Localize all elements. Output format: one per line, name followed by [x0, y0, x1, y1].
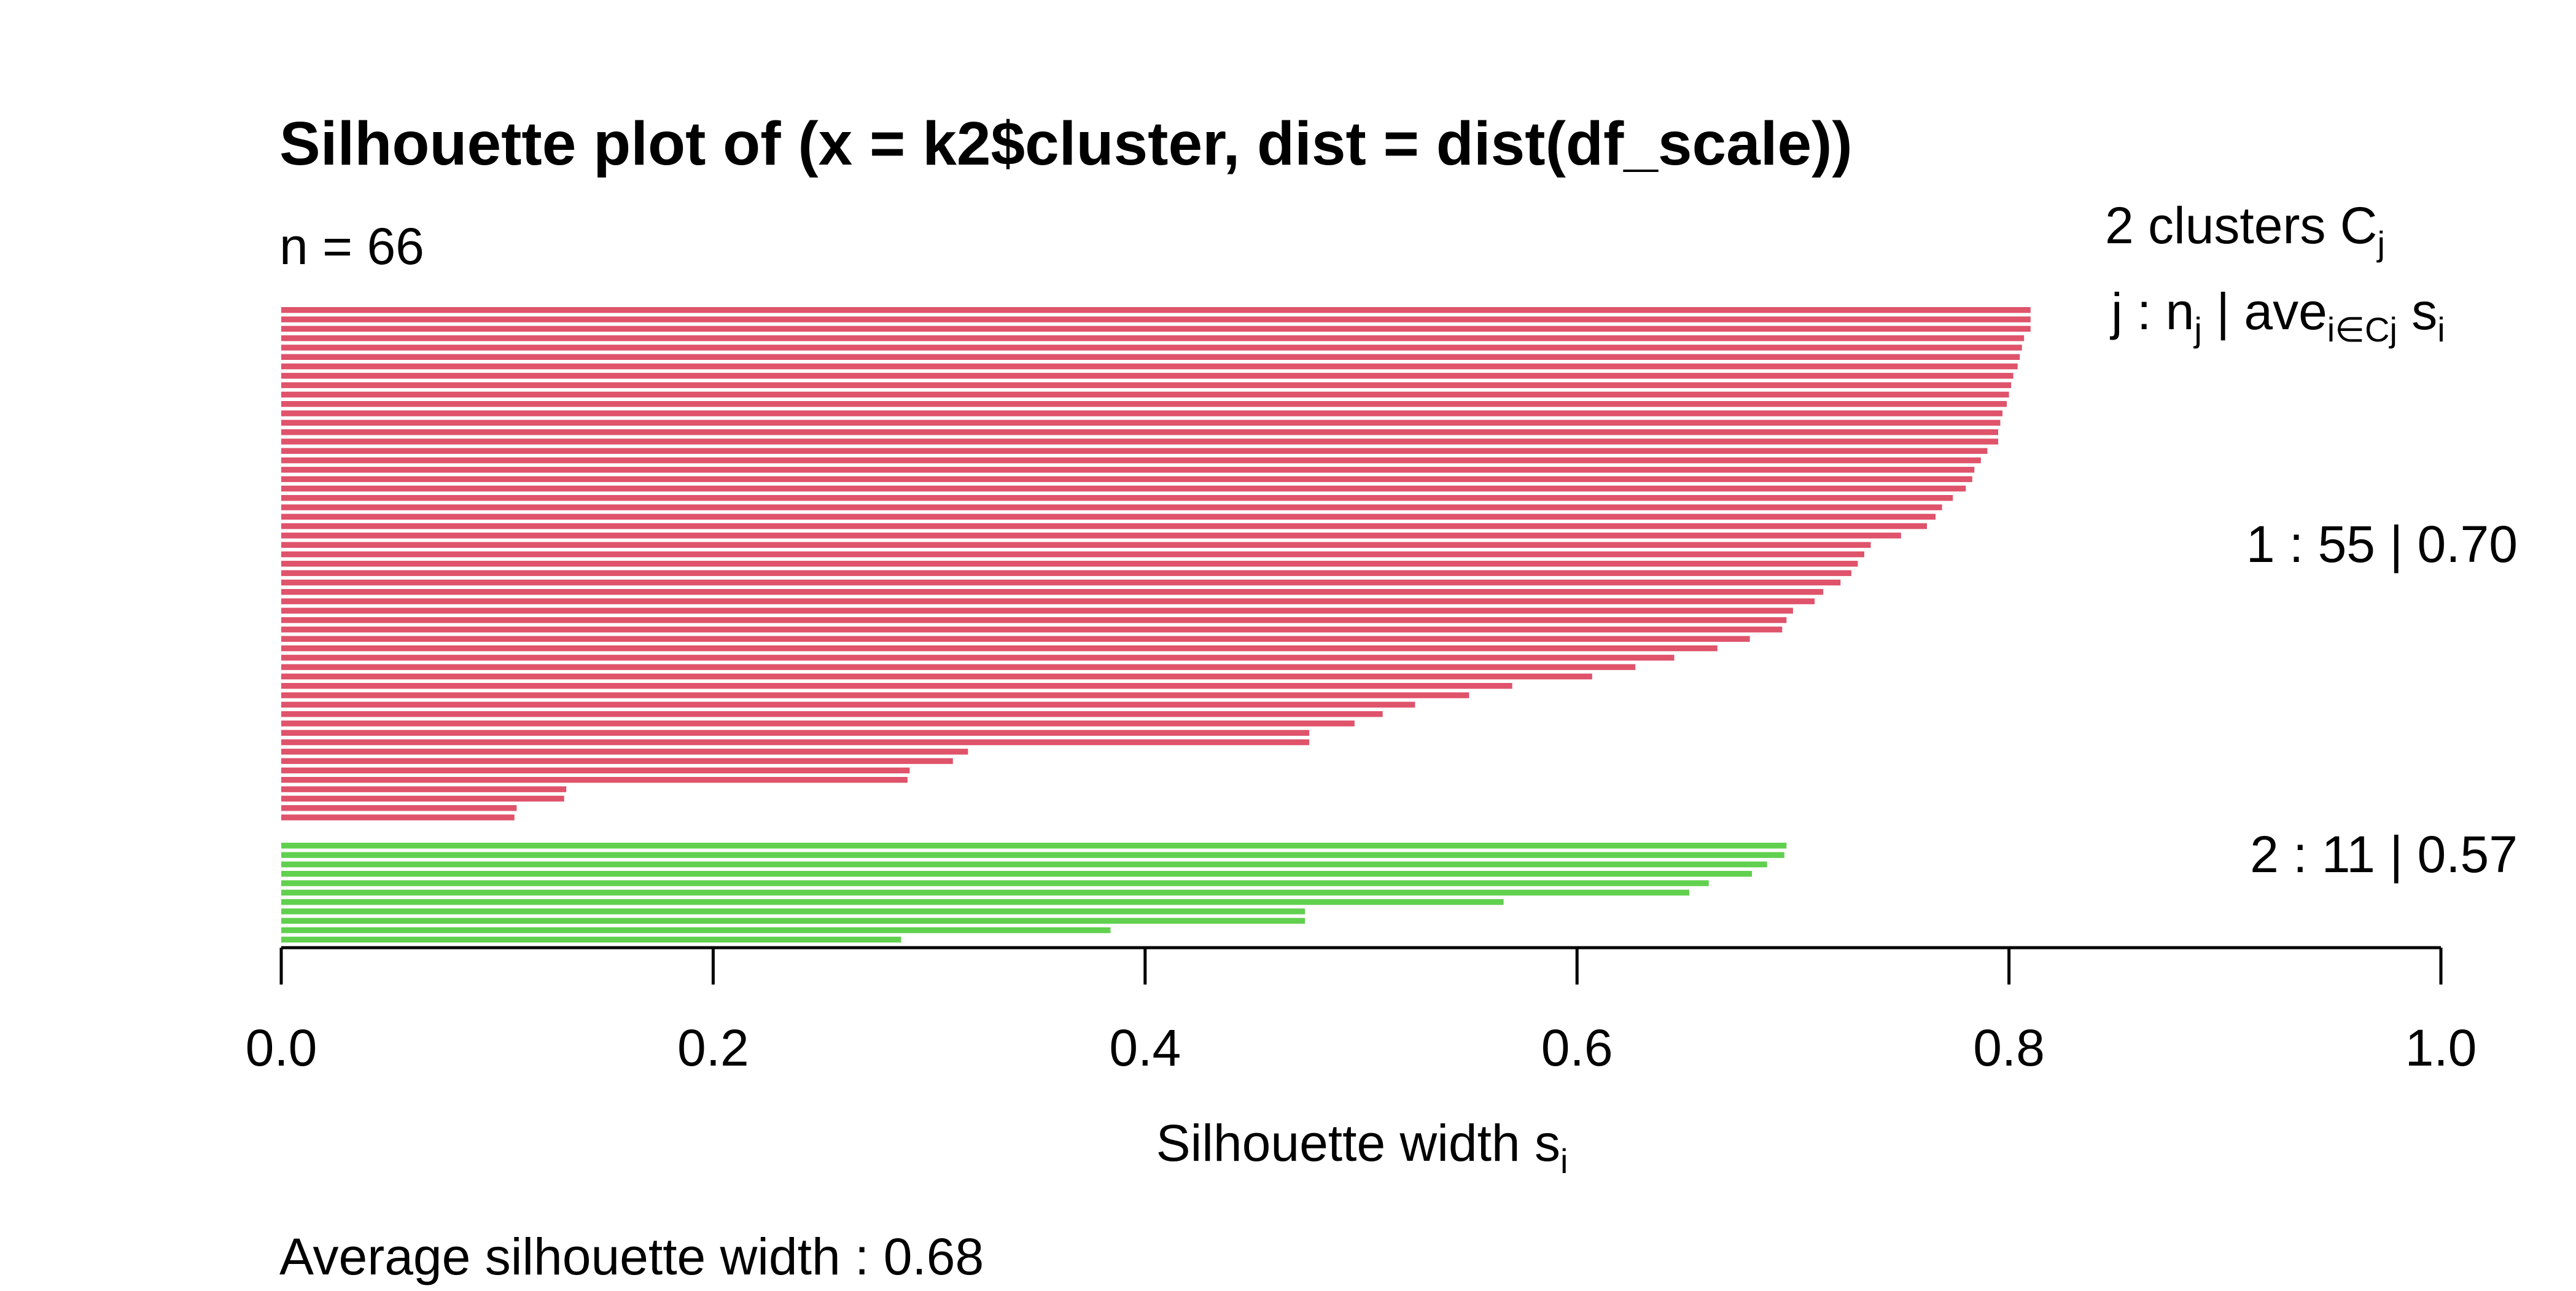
bar-cluster1-40	[281, 673, 1592, 680]
legend-header-line1: 2 clusters Cj	[2105, 197, 2385, 263]
bar-cluster1-19	[281, 476, 1972, 482]
bar-cluster1-32	[281, 598, 1815, 604]
bar-cluster1-13	[281, 419, 2001, 426]
average-silhouette-width: Average silhouette width : 0.68	[279, 1228, 984, 1285]
x-tick-label-0.8: 0.8	[1973, 1019, 2045, 1077]
bar-cluster2-8	[281, 908, 1306, 915]
bar-cluster1-31	[281, 589, 1824, 595]
legend-header-line2: j : nj | avei∈Cj si	[2109, 283, 2445, 349]
x-tick-label-1.0: 1.0	[2405, 1019, 2477, 1077]
bar-cluster2-4	[281, 871, 1753, 877]
bar-cluster1-5	[281, 345, 2022, 351]
cluster-label-1: 1 : 55 | 0.70	[2246, 515, 2518, 573]
bar-cluster2-6	[281, 889, 1690, 896]
bar-cluster1-35	[281, 626, 1783, 633]
bar-cluster1-2	[281, 316, 2031, 322]
bar-cluster1-14	[281, 429, 1998, 435]
bar-cluster1-16	[281, 448, 1988, 454]
bar-cluster1-9	[281, 382, 2012, 388]
bar-cluster1-15	[281, 439, 1998, 445]
bar-cluster1-6	[281, 354, 2020, 360]
bar-cluster1-47	[281, 739, 1310, 746]
bar-cluster1-21	[281, 495, 1953, 501]
x-axis-label: Silhouette width si	[1156, 1114, 1568, 1180]
bar-cluster1-43	[281, 701, 1415, 708]
bar-cluster1-4	[281, 335, 2025, 341]
x-tick-label-0.6: 0.6	[1541, 1019, 1613, 1077]
bar-cluster1-34	[281, 617, 1787, 623]
bar-cluster1-44	[281, 711, 1383, 717]
bar-cluster1-18	[281, 467, 1975, 473]
cluster-labels: 1 : 55 | 0.70 2 : 11 | 0.57	[2246, 515, 2518, 883]
bar-cluster2-2	[281, 852, 1784, 858]
bar-cluster1-53	[281, 795, 564, 802]
bar-cluster1-23	[281, 513, 1936, 520]
bar-cluster2-9	[281, 918, 1306, 924]
bar-cluster1-50	[281, 767, 910, 774]
bar-cluster1-17	[281, 457, 1981, 464]
chart-title: Silhouette plot of (x = k2$cluster, dist…	[279, 109, 1853, 178]
bar-cluster1-11	[281, 401, 2007, 407]
bar-cluster1-27	[281, 551, 1864, 558]
bar-cluster1-37	[281, 645, 1718, 652]
bar-cluster1-1	[281, 307, 2031, 313]
bar-cluster1-10	[281, 391, 2009, 398]
bar-cluster1-22	[281, 504, 1942, 510]
bar-cluster2-10	[281, 927, 1111, 934]
bar-cluster1-39	[281, 664, 1636, 670]
bar-cluster1-42	[281, 692, 1469, 698]
bar-cluster1-26	[281, 542, 1871, 548]
x-tick-label-0.4: 0.4	[1109, 1019, 1181, 1077]
bar-cluster1-29	[281, 570, 1851, 576]
cluster-label-2: 2 : 11 | 0.57	[2250, 825, 2518, 883]
n-label: n = 66	[279, 217, 424, 275]
bar-cluster1-28	[281, 561, 1858, 567]
x-tick-label-0.2: 0.2	[677, 1019, 749, 1077]
x-tick-label-0.0: 0.0	[246, 1019, 317, 1077]
bar-cluster1-3	[281, 326, 2031, 332]
silhouette-bars	[281, 307, 2031, 943]
bar-cluster1-33	[281, 607, 1793, 614]
bar-cluster2-3	[281, 861, 1767, 868]
bar-cluster1-55	[281, 814, 515, 821]
bar-cluster1-51	[281, 777, 908, 783]
bar-cluster2-5	[281, 880, 1709, 886]
bar-cluster1-36	[281, 636, 1750, 642]
bar-cluster1-20	[281, 485, 1966, 492]
bar-cluster1-48	[281, 749, 968, 755]
bar-cluster1-38	[281, 655, 1675, 661]
bar-cluster1-41	[281, 683, 1512, 689]
bar-cluster2-1	[281, 843, 1787, 849]
bar-cluster2-7	[281, 899, 1504, 905]
bar-cluster1-7	[281, 363, 2018, 370]
bar-cluster2-11	[281, 937, 901, 943]
x-axis: 0.0 0.2 0.4 0.6 0.8 1.0	[246, 946, 2477, 1077]
bar-cluster1-24	[281, 523, 1927, 529]
bar-cluster1-52	[281, 786, 567, 792]
bar-cluster1-45	[281, 720, 1355, 727]
bar-cluster1-46	[281, 730, 1310, 736]
bar-cluster1-54	[281, 805, 517, 811]
bar-cluster1-8	[281, 373, 2014, 379]
bar-cluster1-30	[281, 579, 1841, 586]
bar-cluster1-12	[281, 410, 2002, 416]
bar-cluster1-25	[281, 532, 1901, 539]
bar-cluster1-49	[281, 758, 953, 764]
